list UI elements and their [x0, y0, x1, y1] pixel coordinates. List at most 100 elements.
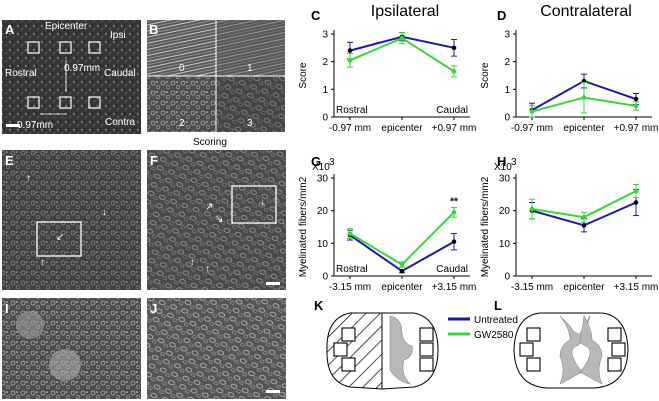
data-point — [633, 96, 639, 102]
y-tick-label: 3 — [504, 30, 510, 41]
panel-letter-l: L — [494, 298, 502, 313]
y-tick-label: 0 — [322, 272, 328, 283]
x-tick-label: +3.15 mm — [432, 282, 477, 293]
data-point — [633, 200, 639, 205]
y-tick-label: 20 — [499, 206, 511, 217]
data-point — [347, 231, 353, 236]
sample-box — [526, 357, 541, 372]
panel-letter-f: F — [150, 153, 158, 168]
legend-label-untreated: Untreated — [474, 315, 518, 326]
data-point — [347, 57, 353, 63]
sample-box — [519, 342, 534, 357]
x-tick-label: epicenter — [563, 123, 605, 134]
sample-box — [611, 342, 626, 357]
score-label-2: 2 — [179, 118, 185, 129]
x-tick-label: +0.97 mm — [614, 123, 659, 134]
inner-label-left: Rostral — [336, 105, 368, 116]
inner-label-right: Caudal — [436, 264, 468, 275]
sample-box — [333, 342, 348, 357]
y-tick-label: 10 — [317, 239, 329, 250]
data-point — [581, 95, 587, 100]
y-tick-label: 10 — [499, 239, 511, 250]
x-tick-label: epicenter — [381, 123, 423, 134]
sample-box — [341, 327, 356, 342]
arrow-marker: ↑ — [40, 257, 45, 268]
roi-box — [59, 96, 72, 109]
panel-e-micrograph: ↑ ↓ ↙ ↑ E — [2, 150, 141, 290]
sample-box — [607, 357, 622, 372]
data-point — [581, 214, 587, 220]
legend-label-gw2580: GW2580 — [474, 330, 514, 341]
panel-letter-i: I — [5, 301, 9, 316]
data-point — [529, 109, 535, 114]
arrow-marker: ↓ — [102, 207, 107, 218]
x-tick-label: +0.97 mm — [432, 123, 477, 134]
panel-letter-g: G — [311, 154, 321, 169]
panel-letter-d: D — [497, 8, 506, 23]
inner-label-left: Rostral — [336, 264, 368, 275]
y-tick-label: 3 — [322, 30, 328, 41]
roi-box — [27, 41, 40, 54]
panel-letter-a: A — [5, 22, 15, 37]
panel-b-scoring: B 0 1 2 3 Scoring — [147, 20, 285, 148]
label-ipsi: Ipsi — [110, 30, 126, 41]
scale-bar — [266, 390, 280, 393]
roi-box — [88, 96, 101, 109]
panel-letter-k: K — [314, 298, 324, 313]
y-multiplier-exponent: 3 — [329, 157, 335, 168]
data-point — [399, 268, 405, 274]
y-tick-label: 2 — [504, 57, 510, 68]
gray-matter — [389, 315, 413, 385]
data-point — [451, 69, 457, 74]
data-point — [347, 48, 353, 53]
y-tick-label: 1 — [322, 85, 328, 96]
sample-box — [607, 327, 622, 342]
chart-title: Contralateral — [540, 3, 632, 20]
panel-letter-e: E — [5, 153, 14, 168]
score-label-3: 3 — [247, 118, 253, 129]
label-caudal: Caudal — [104, 68, 136, 79]
y-multiplier: X10 — [494, 162, 512, 173]
roi-box — [27, 96, 40, 109]
y-axis-label: Myelinated fibers/mm2 — [298, 176, 309, 277]
data-point — [581, 223, 587, 228]
y-multiplier: X10 — [312, 162, 330, 173]
chart-title: Ipsilateral — [371, 3, 439, 20]
scoring-caption: Scoring — [193, 137, 227, 148]
data-point — [633, 103, 639, 109]
data-point — [451, 239, 457, 244]
arrow-marker: ↗ — [205, 202, 213, 213]
arrow-marker: ↘ — [215, 214, 223, 225]
sample-box — [419, 357, 434, 372]
y-tick-label: 0 — [322, 113, 328, 124]
score-label-0: 0 — [179, 63, 185, 74]
panel-letter-h: H — [497, 154, 506, 169]
y-tick-label: 20 — [317, 206, 329, 217]
y-tick-label: 30 — [317, 174, 329, 185]
series-line-gw2580 — [349, 211, 455, 266]
panel-a-micrograph: A Epicenter Ipsi Rostral Caudal Contra 0… — [2, 20, 141, 134]
data-point — [399, 35, 405, 41]
charts-layer: C Ipsilateral 0 1 2 3 -0.97 mm epicenter +0.97 m… — [298, 3, 658, 293]
x-tick-label: -3.15 mm — [511, 282, 553, 293]
legend: Untreated GW2580 — [448, 315, 518, 341]
panel-letter-b: B — [149, 22, 158, 37]
label-distance-bottom: 0.97mm — [17, 120, 53, 131]
inner-label-right: Caudal — [436, 105, 468, 116]
label-rostral: Rostral — [5, 68, 37, 79]
scale-bar — [266, 282, 280, 285]
panel-l-cord-diagram: L — [494, 298, 629, 389]
x-tick-label: -3.15 mm — [329, 282, 371, 293]
x-tick-label: epicenter — [381, 282, 423, 293]
y-multiplier-exponent: 3 — [511, 157, 517, 168]
cord-left-half — [326, 312, 383, 390]
score-label-1: 1 — [247, 63, 253, 74]
arrow-marker: ↓ — [260, 197, 265, 208]
sample-box — [419, 342, 434, 357]
y-tick-label: 0 — [504, 113, 510, 124]
y-tick-label: 30 — [499, 174, 511, 185]
label-contra: Contra — [105, 117, 135, 128]
arrow-marker: ↑ — [190, 257, 195, 268]
data-point — [451, 210, 457, 215]
